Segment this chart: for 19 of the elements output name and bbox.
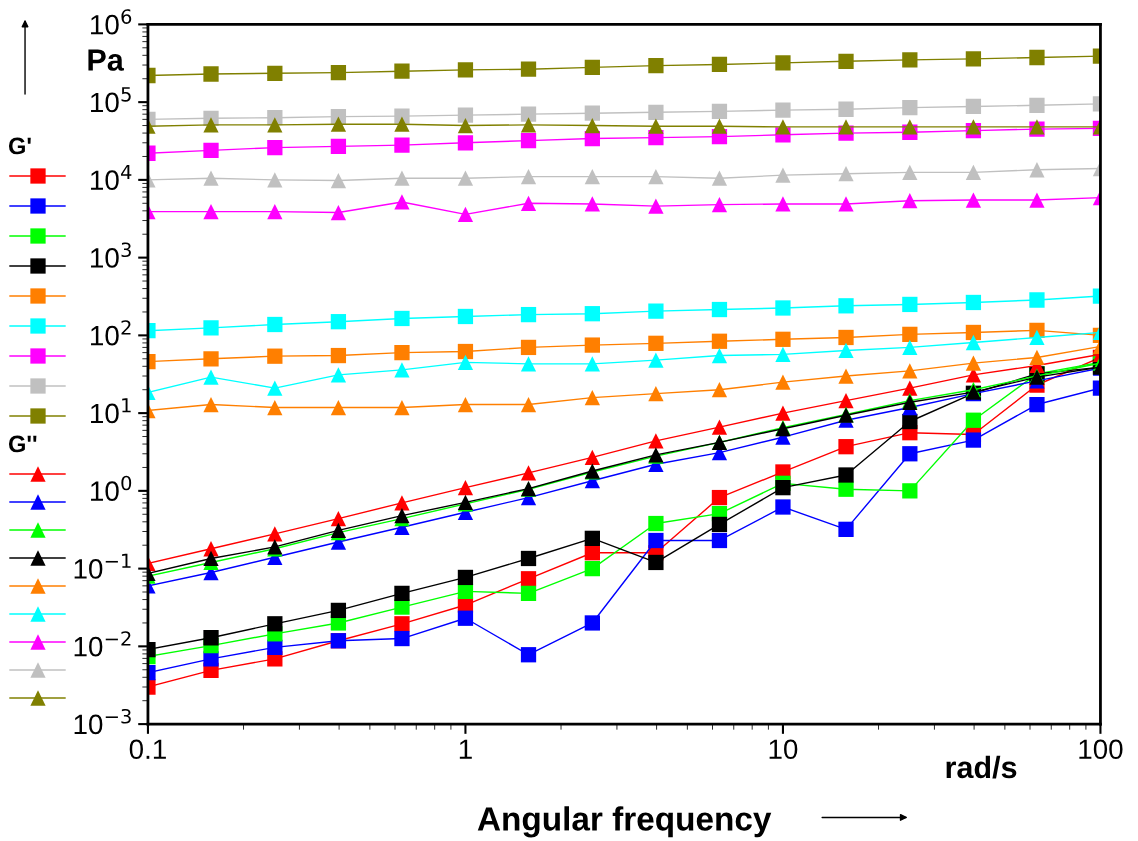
y-tick-label: 10$^{5}$ — [91, 87, 131, 113]
y-tick-label: 10$^{4}$ — [91, 164, 132, 191]
x-tick-label: 0.1 — [129, 739, 166, 760]
text: G'' — [8, 435, 37, 453]
y-tick-label: 10$^{1}$ — [91, 398, 131, 424]
y-tick-label: 10$^{0}$ — [91, 475, 132, 501]
text: rad/s — [946, 755, 1017, 779]
y-tick-label: 10$^{3}$ — [91, 242, 131, 268]
y-axis-title: Pa — [88, 49, 124, 71]
x-axis-title: Angular frequency — [477, 806, 772, 838]
y-tick-label: 10$^{−2}$ — [74, 631, 131, 657]
x-tick-label: 10 — [769, 739, 798, 760]
y-tick-label: 10$^{2}$ — [91, 320, 131, 346]
y-tick-label: 10$^{−3}$ — [74, 708, 131, 735]
y-tick-label: 10$^{6}$ — [91, 9, 132, 35]
x-tick-label: 1 — [459, 739, 472, 759]
y-tick-label: 10$^{−1}$ — [74, 553, 131, 579]
x-tick-label: 100 — [1079, 739, 1123, 760]
text: G' — [8, 137, 31, 155]
